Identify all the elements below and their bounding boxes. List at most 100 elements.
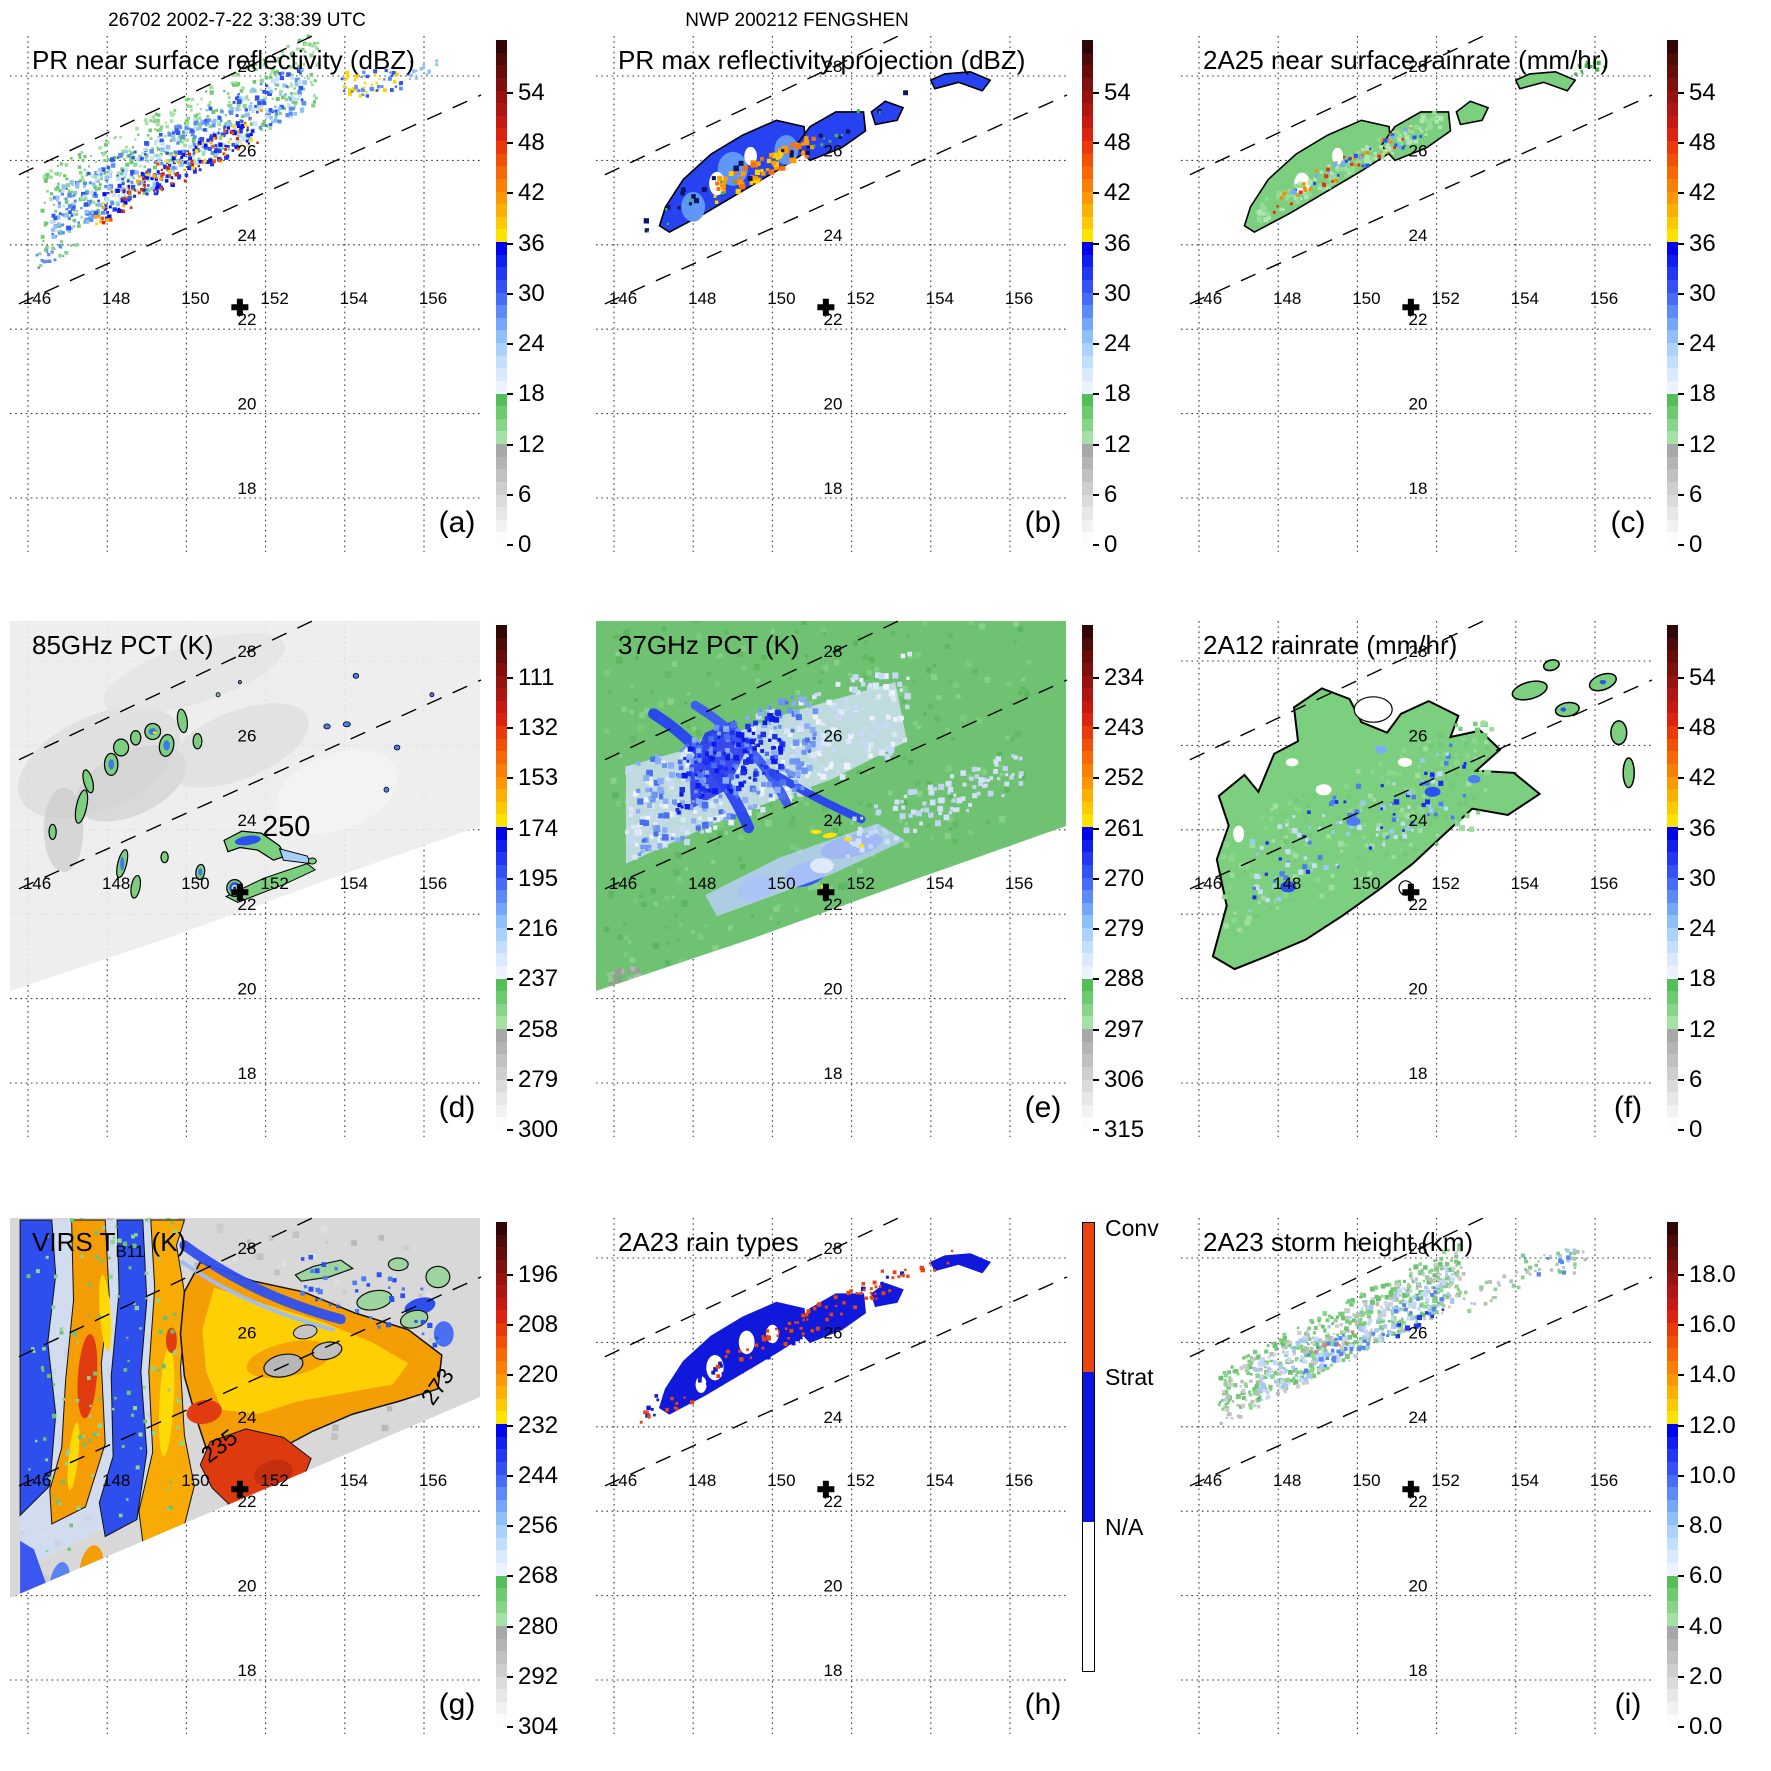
speckle-field — [1574, 60, 1608, 76]
colorbar-a: 54 48 42 36 30 24 18 12 6 0 — [496, 40, 545, 558]
colorbar-tick — [507, 1324, 513, 1327]
map-blob — [810, 858, 834, 874]
colorbar-tick — [1678, 92, 1684, 95]
speckle-field — [639, 1396, 695, 1424]
colorbar-tick — [507, 393, 513, 396]
colorbar-tick-label: 30 — [1104, 279, 1131, 307]
map-blob — [342, 721, 351, 728]
storm-center-cross-icon — [231, 883, 249, 901]
colorbar-tick-label: 48 — [518, 129, 545, 157]
lon-tick-label: 156 — [1590, 1471, 1618, 1490]
lat-tick-label: 18 — [824, 479, 843, 498]
panel-g: 146 148 150 152 154 156 18 20 22 24 26 28 235 273 VIRS… — [10, 1215, 595, 1770]
speckle-field — [647, 109, 881, 233]
lat-tick-label: 26 — [824, 141, 843, 160]
lon-tick-label: 148 — [102, 289, 130, 308]
lat-tick-label: 26 — [238, 1323, 257, 1342]
map-blob — [383, 786, 390, 793]
colorbar-tick — [1093, 978, 1099, 981]
map-blob — [1599, 680, 1607, 685]
map-blob — [130, 874, 142, 899]
lat-tick-label: 28 — [824, 1239, 843, 1258]
colorbar-tick — [507, 727, 513, 730]
colorbar-tick-label: 54 — [1104, 79, 1131, 107]
header-orbit-timestamp: 26702 2002-7-22 3:38:39 UTC — [108, 10, 366, 31]
colorbar-tick-label: 306 — [1104, 1065, 1145, 1093]
colorbar-i: 18.0 16.0 14.0 12.0 10.0 8.0 6.0 4.0 2.0 0.0 — [1667, 1222, 1736, 1740]
lat-tick-label: 24 — [1409, 226, 1428, 245]
lon-tick-label: 150 — [181, 1471, 209, 1490]
lon-tick-label: 154 — [1511, 874, 1539, 893]
panel-h: 146 148 150 152 154 156 18 20 22 24 26 28 2A23 rain … — [596, 1215, 1181, 1770]
colorbar-tick-label: 6 — [1689, 480, 1703, 508]
swath-data — [1211, 659, 1635, 971]
lat-tick-label: 28 — [1409, 642, 1428, 661]
colorbar-tick — [507, 978, 513, 981]
storm-center-cross-icon — [1402, 298, 1420, 316]
lon-tick-label: 150 — [1352, 289, 1380, 308]
panel-letter-label: (b) — [1025, 506, 1062, 539]
panel-title: PR max reflectivity projection (dBZ) — [618, 45, 1025, 75]
lat-tick-label: 24 — [1409, 811, 1428, 830]
colorbar-tick — [1678, 242, 1684, 245]
lat-tick-label: 28 — [238, 57, 257, 76]
colorbar-tick — [507, 192, 513, 195]
colorbar-tick-label: 237 — [518, 965, 559, 993]
storm-center-cross-icon — [231, 298, 249, 316]
colorbar-tick-label: 48 — [1689, 714, 1716, 742]
panel-letter-label: (g) — [439, 1688, 476, 1721]
map-region — [10, 621, 480, 991]
colorbar-class-na — [1083, 1521, 1094, 1671]
map-blob — [858, 844, 865, 848]
panel-letter-label: (h) — [1025, 1688, 1062, 1721]
colorbar-tick-label: 18 — [518, 380, 545, 408]
lon-tick-label: 156 — [419, 1471, 447, 1490]
lat-tick-label: 18 — [1409, 1064, 1428, 1083]
grid-dotted-lines — [1181, 1218, 1651, 1734]
lon-tick-label: 152 — [260, 1471, 288, 1490]
panel-c: 146 148 150 152 154 156 18 20 22 24 26 28 2A25 near … — [1181, 33, 1766, 588]
lat-tick-label: 20 — [1409, 1577, 1428, 1596]
colorbar-tick — [1678, 877, 1684, 880]
panel-title: PR near surface reflectivity (dBZ) — [32, 45, 415, 75]
grid-dotted-lines — [1181, 36, 1651, 552]
lat-tick-label: 24 — [238, 811, 257, 830]
map-blob — [1375, 745, 1388, 754]
lat-tick-label: 20 — [824, 395, 843, 414]
colorbar-tick-label: 24 — [1689, 330, 1716, 358]
speckle-field — [300, 1254, 441, 1348]
map-blob — [1315, 784, 1332, 796]
colorbar-tick — [1093, 677, 1099, 680]
colorbar-tick — [1093, 343, 1099, 346]
colorbar-tick — [1093, 493, 1099, 496]
lon-tick-label: 148 — [1273, 1471, 1301, 1490]
speckle-field — [1290, 127, 1423, 195]
colorbar-tick — [1678, 1575, 1684, 1578]
colorbar-tick — [507, 242, 513, 245]
colorbar-tick — [1093, 443, 1099, 446]
colorbar-tick-label: 216 — [518, 915, 559, 943]
panel-letter-label: (f) — [1614, 1091, 1642, 1124]
panel-title: 85GHz PCT (K) — [32, 630, 214, 660]
map-blob — [844, 837, 852, 842]
colorbar-tick — [507, 827, 513, 830]
map-blob — [99, 1274, 112, 1351]
lon-tick-label: 150 — [767, 874, 795, 893]
lat-tick-label: 26 — [824, 726, 843, 745]
colorbar-class-conv — [1083, 1223, 1094, 1373]
map-arc-band — [768, 768, 866, 824]
lon-tick-label: 146 — [609, 289, 637, 308]
lat-tick-label: 20 — [238, 395, 257, 414]
colorbar-e: 234 243 252 261 270 279 288 297 306 315 — [1082, 625, 1144, 1143]
speckle-field — [26, 1218, 184, 1553]
panel-g-map: 146 148 150 152 154 156182022242628235273VIRS… — [10, 1215, 482, 1734]
lat-tick-label: 28 — [1409, 1239, 1428, 1258]
colorbar-tick-label: 24 — [1104, 330, 1131, 358]
map-region — [98, 1219, 148, 1538]
lat-tick-label: 24 — [238, 226, 257, 245]
map-region — [870, 100, 905, 126]
colorbar-tick-label: 252 — [1104, 764, 1145, 792]
colorbar-tick-label: 54 — [518, 79, 545, 107]
